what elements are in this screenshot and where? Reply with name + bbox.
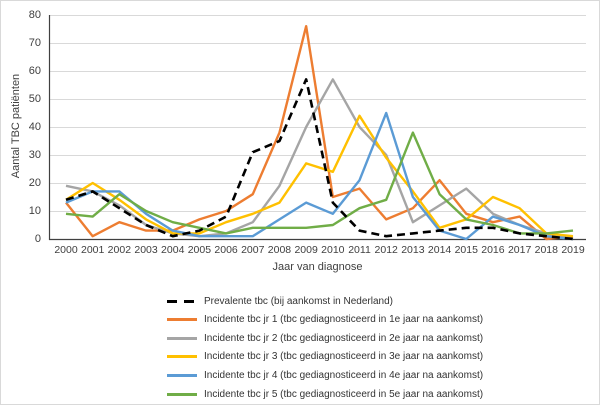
x-tick-label: 2009 (294, 244, 318, 256)
legend-item: Incidente tbc jr 4 (tbc gediagnosticeerd… (167, 368, 483, 382)
legend-line-swatch (167, 318, 197, 322)
legend-line-swatch (167, 336, 197, 340)
x-tick-label: 2007 (241, 244, 265, 256)
legend-line-swatch (167, 355, 197, 359)
legend-dashed-line-swatch (167, 299, 197, 303)
x-tick-label: 2011 (348, 244, 371, 256)
x-tick-label: 2015 (454, 244, 478, 256)
y-tick-label: 60 (28, 65, 41, 77)
legend-item: Prevalente tbc (bij aankomst in Nederlan… (167, 294, 393, 308)
legend-label: Incidente tbc jr 2 (tbc gediagnosticeerd… (204, 332, 484, 344)
x-tick-label: 2008 (267, 244, 292, 256)
legend-item: Incidente tbc jr 3 (tbc gediagnosticeerd… (167, 350, 483, 364)
x-tick-label: 2014 (427, 244, 452, 256)
legend-item: Incidente tbc jr 5 (tbc gediagnosticeerd… (167, 387, 483, 401)
x-tick-label: 2017 (507, 244, 532, 256)
x-tick-label: 2019 (561, 244, 585, 256)
legend-line-swatch (167, 392, 197, 396)
x-tick-label: 2003 (134, 244, 158, 256)
x-tick-label: 2002 (107, 244, 132, 256)
legend-label: Incidente tbc jr 5 (tbc gediagnosticeerd… (204, 388, 484, 400)
x-tick-label: 2016 (481, 244, 505, 256)
x-tick-label: 2018 (534, 244, 558, 256)
legend-label: Prevalente tbc (bij aankomst in Nederlan… (204, 295, 393, 307)
y-tick-label: 70 (28, 37, 41, 49)
y-tick-label: 50 (28, 93, 41, 105)
series-line (65, 131, 574, 235)
legend-line-swatch (167, 373, 197, 377)
legend-label: Incidente tbc jr 1 (tbc gediagnosticeerd… (204, 314, 484, 326)
y-tick-label: 0 (34, 233, 41, 245)
legend-item: Incidente tbc jr 2 (tbc gediagnosticeerd… (167, 331, 483, 345)
y-tick-label: 30 (28, 149, 41, 161)
y-tick-label: 10 (28, 205, 41, 217)
x-tick-label: 2000 (54, 244, 78, 256)
legend-item: Incidente tbc jr 1 (tbc gediagnosticeerd… (167, 313, 483, 327)
y-axis-title: Aantal TBC patiënten (10, 73, 22, 179)
x-tick-label: 2005 (187, 244, 212, 256)
series-line (65, 78, 574, 241)
x-tick-label: 2001 (80, 244, 105, 256)
x-axis-title: Jaar van diagnose (272, 261, 363, 273)
x-tick-label: 2004 (161, 244, 185, 256)
series-line (65, 111, 574, 241)
x-tick-label: 2006 (214, 244, 238, 256)
legend-label: Incidente tbc jr 4 (tbc gediagnosticeerd… (204, 369, 484, 381)
x-tick-label: 2013 (401, 244, 425, 256)
x-tick-label: 2012 (374, 244, 398, 256)
x-tick-label: 2010 (321, 244, 345, 256)
y-tick-label: 40 (28, 121, 41, 133)
series-line (65, 114, 574, 238)
y-tick-label: 20 (28, 177, 41, 189)
y-tick-label: 80 (28, 9, 41, 21)
legend-label: Incidente tbc jr 3 (tbc gediagnosticeerd… (204, 351, 484, 363)
